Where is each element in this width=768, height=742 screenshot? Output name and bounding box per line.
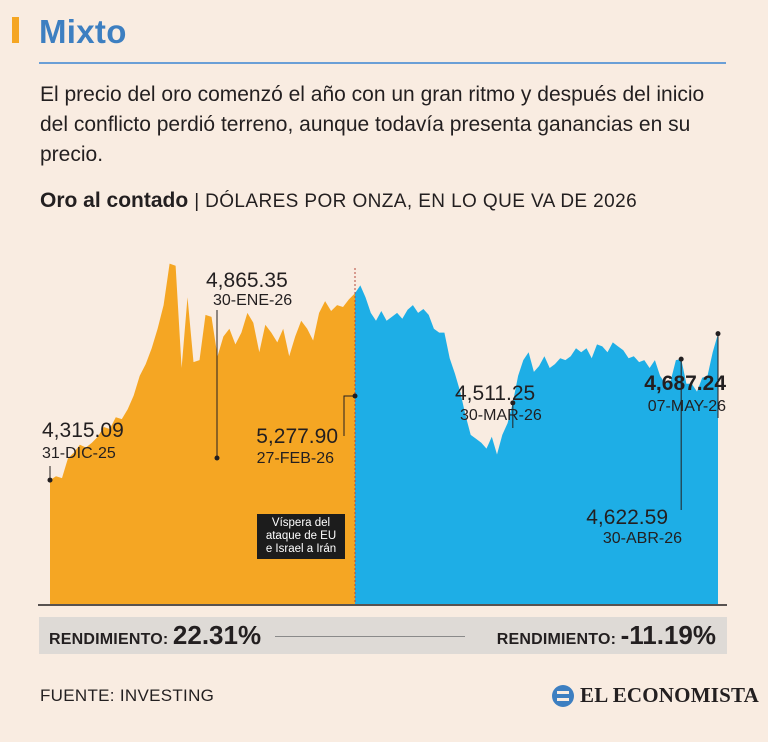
chart-header: Oro al contado | DÓLARES POR ONZA, EN LO Q… xyxy=(40,189,637,213)
chart-title: Oro al contado xyxy=(40,189,189,212)
area-after-conflict xyxy=(355,285,718,604)
data-label-date: 30-ABR-26 xyxy=(603,530,682,547)
source-note: FUENTE: INVESTING xyxy=(40,686,215,705)
page-title: Mixto xyxy=(39,13,127,50)
chart-unit: DÓLARES POR ONZA, EN LO QUE VA DE 2026 xyxy=(205,191,638,212)
brand-name: EL ECONOMISTA xyxy=(580,683,759,707)
annotation-marker xyxy=(715,331,721,337)
performance-left-label: RENDIMIENTO: xyxy=(49,631,169,648)
data-label-date: 30-ENE-26 xyxy=(213,292,292,309)
annotation-marker xyxy=(47,477,53,483)
event-note-line: Víspera del xyxy=(271,517,331,529)
annotation-leader xyxy=(343,395,355,436)
annotation-marker xyxy=(214,455,220,461)
annotation-marker xyxy=(678,356,684,362)
performance-right-value: -11.19% xyxy=(620,620,716,650)
brand-logo: EL ECONOMISTA xyxy=(552,683,759,708)
data-label-date: 07-MAY-26 xyxy=(648,398,726,415)
data-label-date: 30-MAR-26 xyxy=(460,407,542,424)
data-label-value: 4,622.59 xyxy=(586,506,668,529)
performance-left: RENDIMIENTO: 22.31% xyxy=(49,620,261,651)
title-divider xyxy=(39,62,726,64)
brand-icon xyxy=(552,684,574,707)
performance-left-value: 22.31% xyxy=(172,620,262,650)
page-subtitle: El precio del oro comenzó el año con un … xyxy=(40,83,705,166)
performance-band xyxy=(39,617,727,654)
annotation-marker xyxy=(352,393,358,399)
performance-rule-left xyxy=(275,636,465,637)
data-label-value: 5,277.90 xyxy=(256,425,338,448)
data-label-value: 4,687.24 xyxy=(644,372,726,395)
data-label-value: 4,865.35 xyxy=(206,269,288,292)
event-note-line: ataque de EU xyxy=(265,530,337,542)
event-note-box: Víspera del ataque de EU e Israel a Irán xyxy=(257,514,345,559)
data-label-date: 31-DIC-25 xyxy=(42,445,116,462)
performance-right-label: RENDIMIENTO: xyxy=(496,631,617,648)
data-label-value: 4,315.09 xyxy=(42,419,124,442)
data-label-date: 27-FEB-26 xyxy=(257,450,334,467)
performance-right: RENDIMIENTO: -11.19% xyxy=(497,620,716,651)
annotation-marker xyxy=(510,400,516,406)
event-note-line: e Israel a Irán xyxy=(265,543,337,555)
title-accent-bar xyxy=(12,17,19,43)
chart-header-separator: | xyxy=(194,191,200,212)
data-label-value: 4,511.25 xyxy=(455,382,535,405)
